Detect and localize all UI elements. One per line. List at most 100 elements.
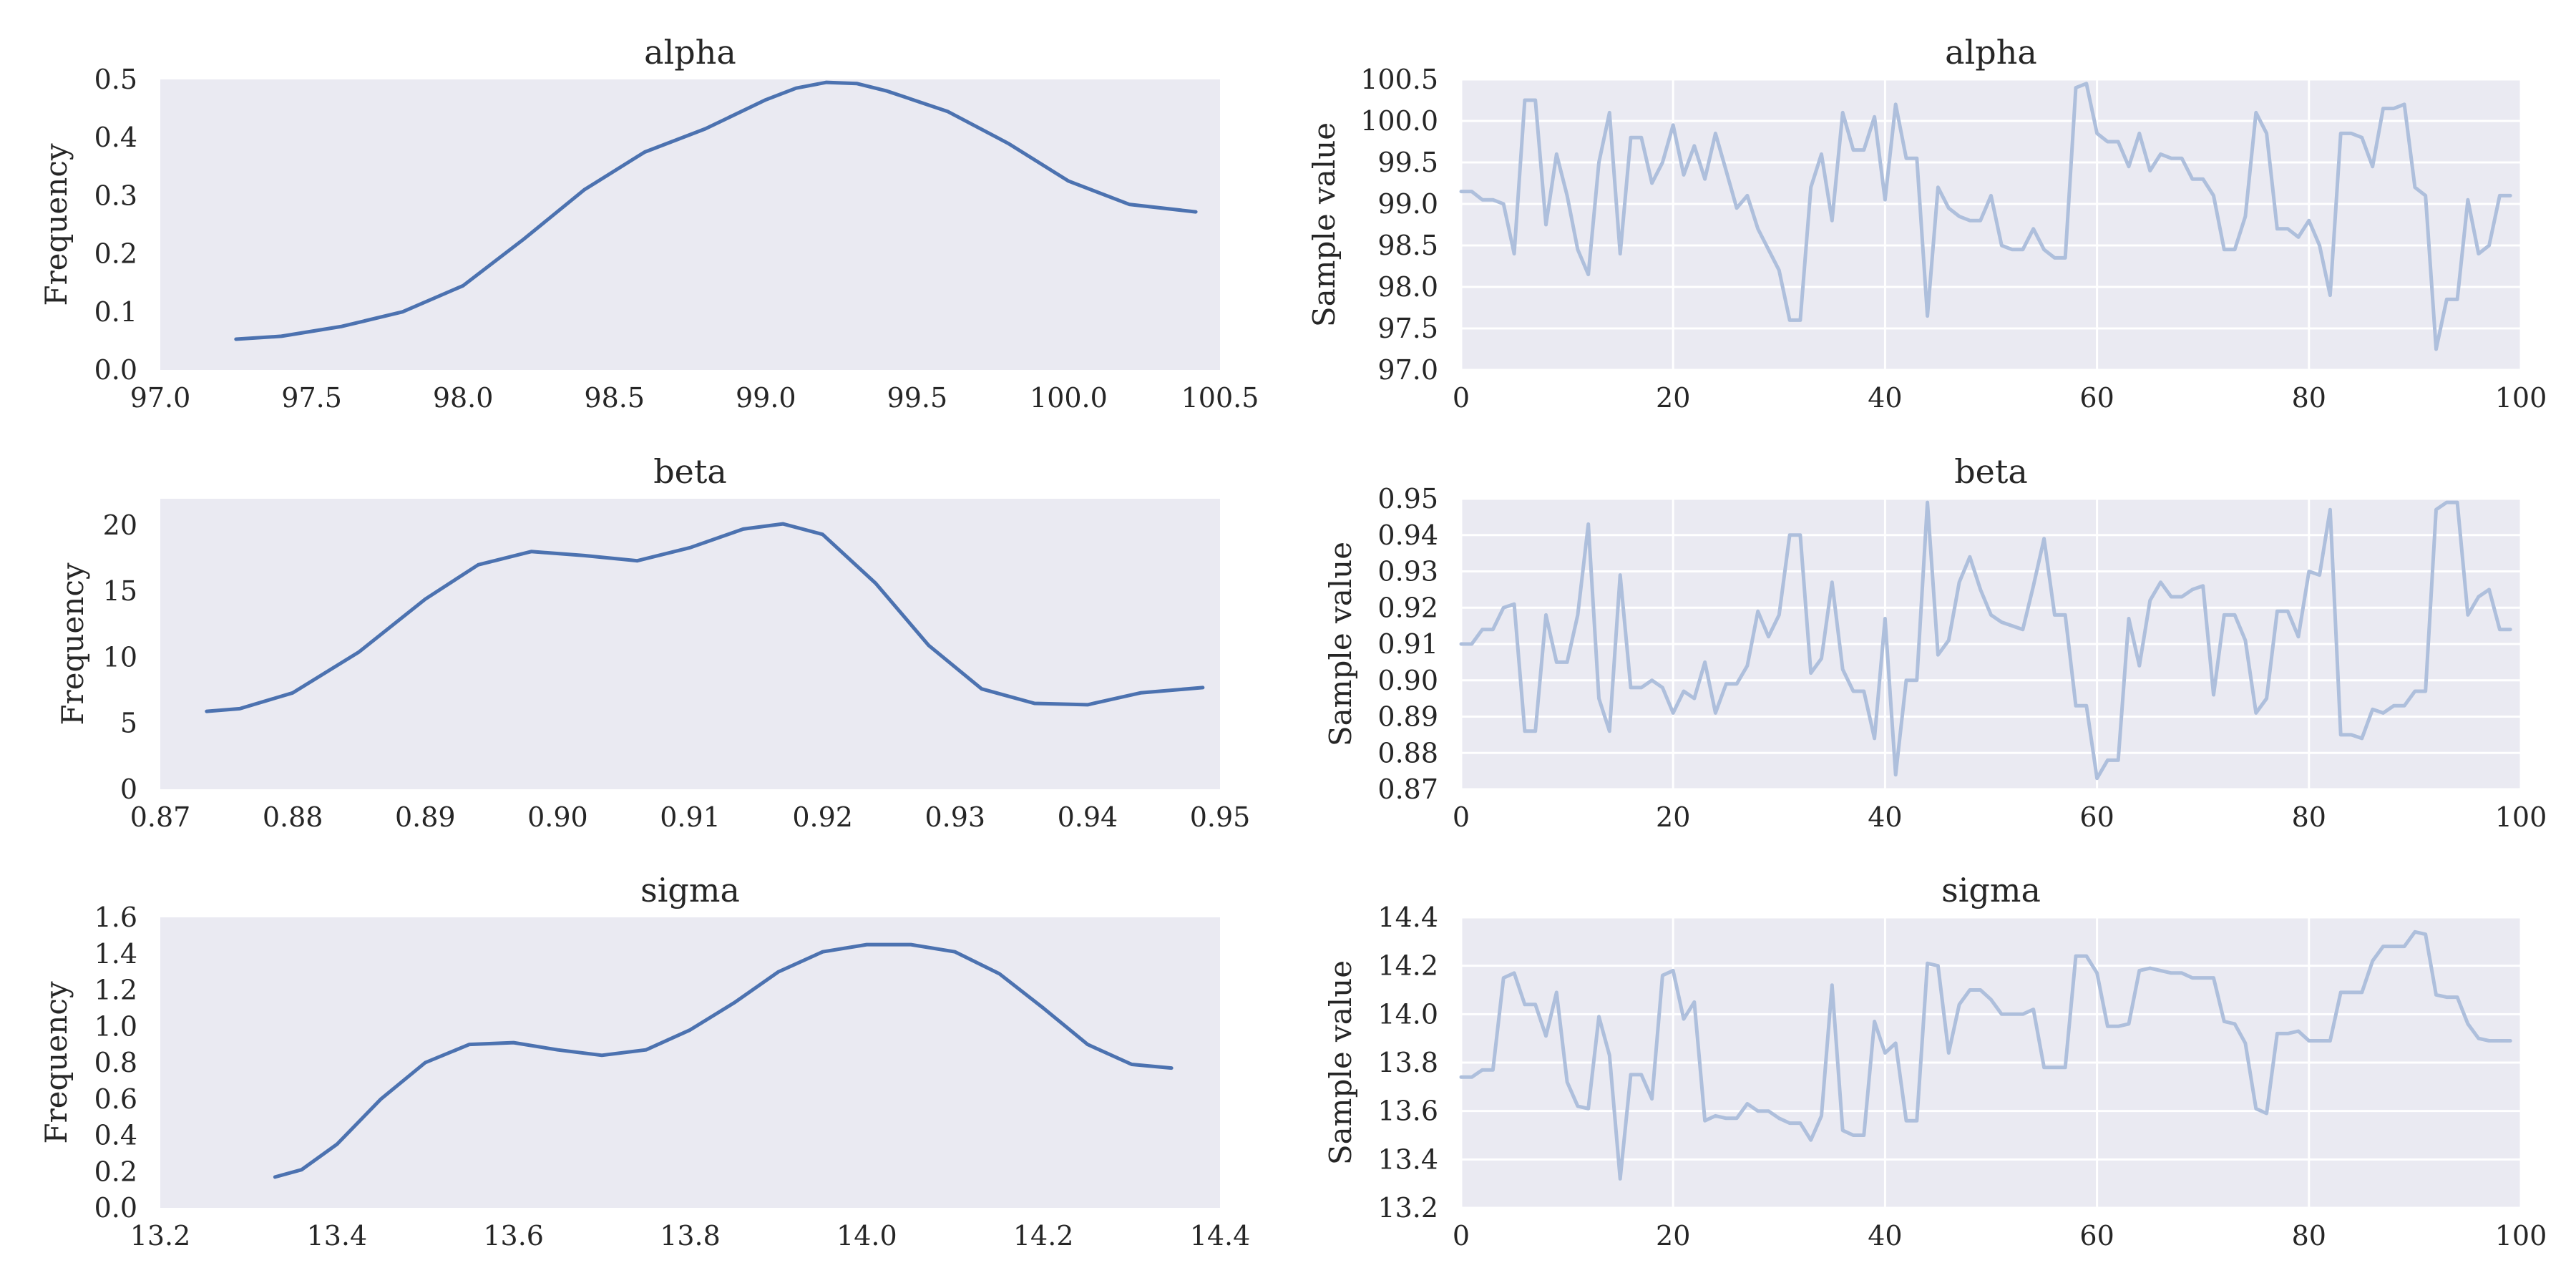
- y-tick-label: 13.8: [1377, 1047, 1438, 1078]
- y-tick-label: 1.6: [94, 902, 137, 933]
- y-axis-label: Sample value: [1307, 122, 1342, 327]
- x-tick-label: 40: [1868, 382, 1902, 414]
- y-tick-label: 5: [120, 708, 137, 739]
- chart-title: beta: [653, 452, 727, 491]
- y-tick-label: 0.5: [94, 64, 137, 95]
- y-tick-label: 98.0: [1377, 271, 1438, 303]
- y-tick-label: 0.2: [94, 1156, 137, 1187]
- density-panel-beta: beta 0.87 0.88 0.89 0.90 0.91 0.92 0.93 0.94 0.95…: [55, 452, 1250, 833]
- y-tick-label: 99.5: [1377, 147, 1438, 178]
- x-tick-label: 98.0: [433, 382, 494, 414]
- trace-line: [1459, 930, 2512, 1181]
- x-tick-label: 0.93: [924, 801, 985, 833]
- y-tick-label: 100.0: [1360, 105, 1438, 137]
- y-tick-label: 0.0: [94, 1192, 137, 1224]
- y-tick-label: 1.0: [94, 1010, 137, 1042]
- x-tick-label: 99.5: [887, 382, 948, 414]
- x-tick-label: 60: [2079, 382, 2114, 414]
- y-tick-label: 13.2: [1377, 1192, 1438, 1224]
- y-tick-label: 14.4: [1377, 902, 1438, 933]
- y-tick-label: 0.92: [1377, 592, 1438, 623]
- trace-line: [1459, 82, 2512, 351]
- x-tick-label: 97.5: [281, 382, 342, 414]
- y-axis-label: Frequency: [55, 562, 90, 725]
- x-tick-label: 13.8: [660, 1220, 721, 1252]
- x-tick-label: 98.5: [584, 382, 645, 414]
- plot-area: [160, 917, 1220, 1208]
- x-tick-label: 0: [1453, 382, 1470, 414]
- x-tick-label: 20: [1656, 1220, 1690, 1252]
- y-axis-label: Sample value: [1323, 960, 1358, 1165]
- plot-area: [160, 79, 1220, 370]
- chart-title: alpha: [1945, 33, 2037, 72]
- y-tick-label: 20: [103, 509, 137, 541]
- chart-title: alpha: [644, 33, 736, 72]
- x-tick-label: 0.87: [130, 801, 191, 833]
- y-axis-label: Frequency: [39, 143, 74, 306]
- x-tick-label: 100.0: [1030, 382, 1108, 414]
- density-curve: [234, 80, 1198, 341]
- y-tick-label: 0.6: [94, 1083, 137, 1115]
- x-tick-label: 80: [2292, 801, 2326, 833]
- trace-line: [1459, 500, 2512, 781]
- x-tick-label: 14.0: [836, 1220, 897, 1252]
- y-tick-label: 0.4: [94, 1120, 137, 1151]
- trace-panel-sigma: sigma 0 20 40 60 80 100 13.2 13.4 13.6 13.8 14.0 14.…: [1323, 871, 2547, 1252]
- density-panel-sigma: sigma 13.2 13.4 13.6 13.8 14.0 14.2 14.4 0.0 0.2 0…: [39, 871, 1250, 1252]
- y-axis-label: Sample value: [1323, 542, 1358, 746]
- x-tick-label: 99.0: [736, 382, 796, 414]
- y-tick-label: 1.2: [94, 975, 137, 1006]
- plot-area: [1461, 79, 2521, 370]
- y-tick-label: 0.91: [1377, 628, 1438, 660]
- x-tick-label: 0: [1453, 1220, 1470, 1252]
- x-tick-label: 20: [1656, 801, 1690, 833]
- x-tick-label: 13.2: [130, 1220, 191, 1252]
- density-curve: [205, 522, 1205, 713]
- x-tick-label: 14.4: [1190, 1220, 1251, 1252]
- x-tick-label: 14.2: [1013, 1220, 1074, 1252]
- y-tick-label: 0.90: [1377, 665, 1438, 696]
- x-tick-label: 100: [2495, 801, 2547, 833]
- y-tick-label: 0.95: [1377, 483, 1438, 514]
- y-tick-label: 0.4: [94, 122, 137, 153]
- x-tick-label: 0.91: [660, 801, 721, 833]
- x-tick-label: 100.5: [1181, 382, 1259, 414]
- y-tick-label: 100.5: [1360, 64, 1438, 95]
- x-tick-label: 100: [2495, 1220, 2547, 1252]
- y-tick-label: 13.6: [1377, 1096, 1438, 1127]
- y-tick-label: 0.89: [1377, 701, 1438, 733]
- x-tick-label: 97.0: [130, 382, 191, 414]
- x-tick-label: 0.88: [263, 801, 323, 833]
- y-tick-label: 97.0: [1377, 354, 1438, 386]
- x-tick-label: 40: [1868, 801, 1902, 833]
- density-curve: [273, 942, 1174, 1179]
- y-tick-label: 13.4: [1377, 1143, 1438, 1175]
- x-tick-label: 13.4: [307, 1220, 368, 1252]
- x-tick-label: 0.90: [527, 801, 588, 833]
- x-tick-label: 0.94: [1058, 801, 1118, 833]
- y-tick-label: 0.94: [1377, 519, 1438, 551]
- trace-panel-beta: beta 0 20 40 60 80 100 0.87 0.88 0.89 0.90 0.91 0.92…: [1323, 452, 2547, 833]
- y-tick-label: 0.2: [94, 238, 137, 270]
- x-tick-label: 20: [1656, 382, 1690, 414]
- chart-title: sigma: [1941, 871, 2041, 909]
- y-tick-label: 99.0: [1377, 188, 1438, 220]
- y-tick-label: 14.2: [1377, 950, 1438, 982]
- y-tick-label: 0.88: [1377, 737, 1438, 769]
- x-tick-label: 60: [2079, 1220, 2114, 1252]
- y-tick-label: 0.87: [1377, 774, 1438, 805]
- plot-area: [160, 499, 1220, 789]
- y-tick-label: 0.3: [94, 180, 137, 211]
- x-tick-label: 80: [2292, 1220, 2326, 1252]
- trace-panel-alpha: alpha 0 20 40 60 80 100 97.0 97.5 98.0 98.5 99.0 99.…: [1307, 33, 2547, 414]
- chart-title: sigma: [640, 871, 740, 909]
- x-tick-label: 60: [2079, 801, 2114, 833]
- y-tick-label: 10: [103, 641, 137, 673]
- y-tick-label: 0.8: [94, 1047, 137, 1078]
- x-tick-label: 100: [2495, 382, 2547, 414]
- density-panel-alpha: alpha 97.0 97.5 98.0 98.5 99.0 99.5 100.0 100.5 0…: [39, 33, 1259, 414]
- x-tick-label: 0.89: [395, 801, 456, 833]
- x-tick-label: 80: [2292, 382, 2326, 414]
- y-tick-label: 1.4: [94, 938, 137, 970]
